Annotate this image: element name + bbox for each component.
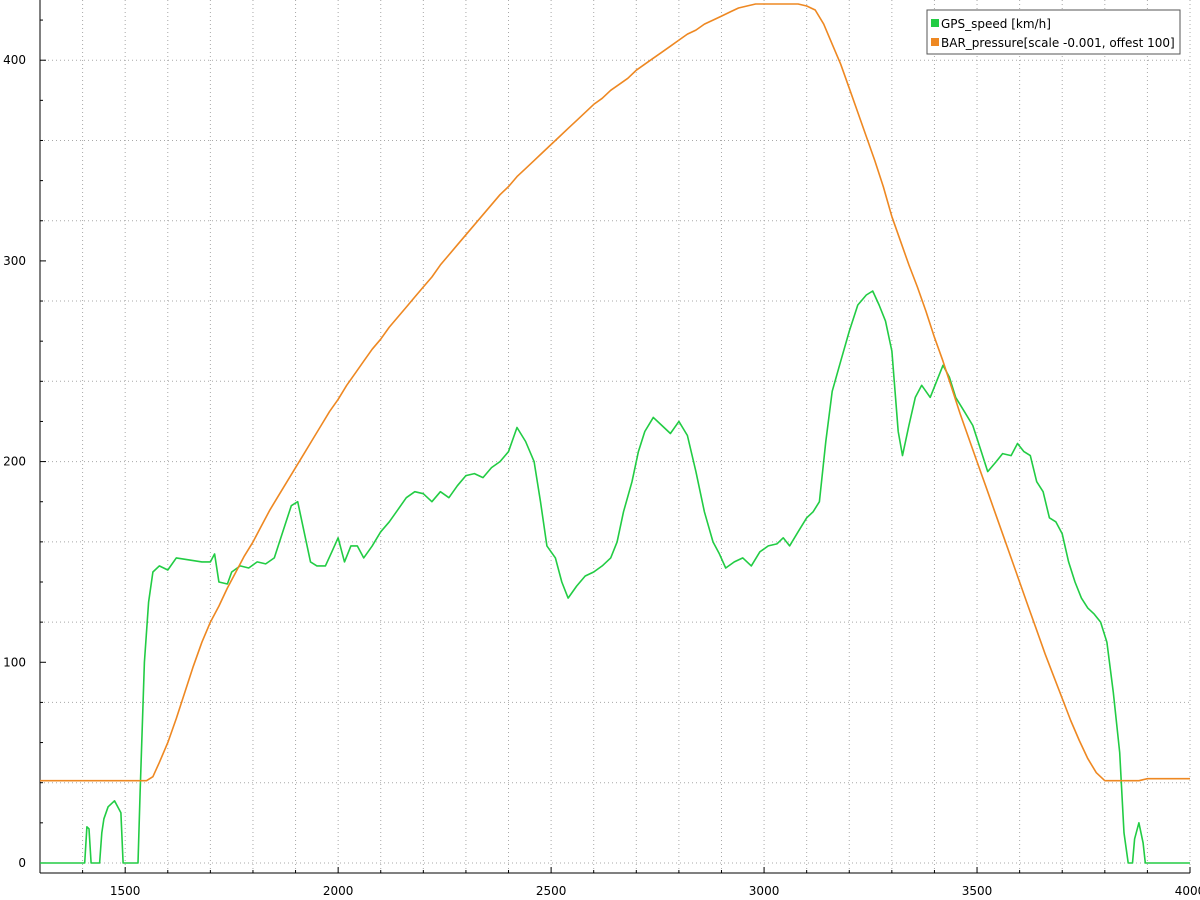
legend-swatch-1 <box>931 38 939 46</box>
legend: GPS_speed [km/h] BAR_pressure[scale -0.00… <box>926 9 1181 55</box>
y-tick-label: 200 <box>3 455 26 469</box>
y-tick-label: 300 <box>3 254 26 268</box>
legend-swatch-0 <box>931 19 939 27</box>
legend-label-1: BAR_pressure[scale -0.001, offest 100] <box>941 36 1175 50</box>
y-tick-label: 400 <box>3 53 26 67</box>
x-tick-label: 4000 <box>1175 884 1200 898</box>
x-tick-label: 3500 <box>962 884 993 898</box>
x-tick-label: 2500 <box>536 884 567 898</box>
x-tick-label: 3000 <box>749 884 780 898</box>
y-tick-label: 100 <box>3 655 26 669</box>
x-tick-label: 2000 <box>323 884 354 898</box>
y-tick-label: 0 <box>18 856 26 870</box>
legend-box <box>926 9 1181 55</box>
series-line-0 <box>40 290 1190 864</box>
series <box>40 3 1190 864</box>
legend-label-0: GPS_speed [km/h] <box>941 17 1051 31</box>
grid <box>40 0 1191 873</box>
x-tick-label: 1500 <box>110 884 141 898</box>
series-line-1 <box>40 3 1190 782</box>
axes: 0 100 200 300 400 1500 2000 2500 3000 3500 4000 <box>3 0 1200 898</box>
